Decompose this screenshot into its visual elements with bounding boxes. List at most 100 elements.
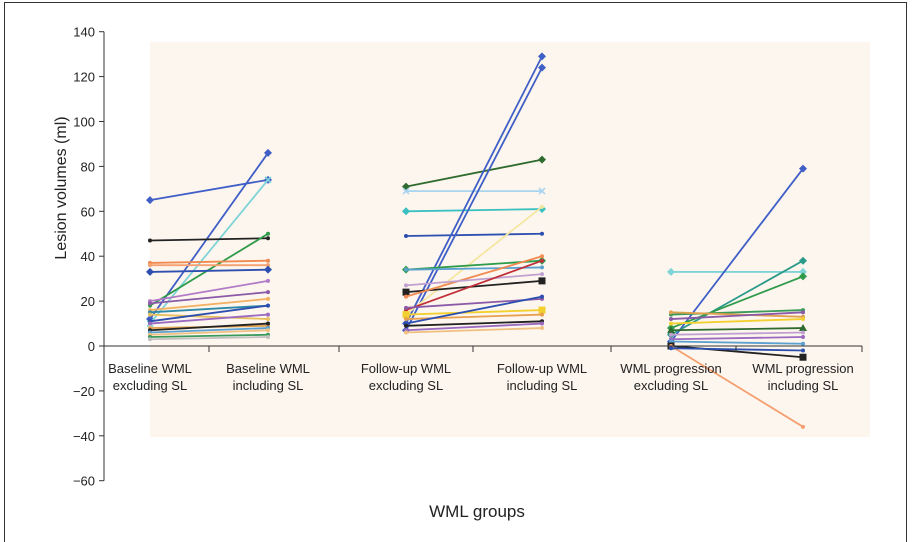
series-line-group	[148, 231, 270, 308]
data-point	[266, 303, 270, 308]
data-point	[266, 278, 270, 283]
data-point	[540, 265, 544, 270]
data-point	[538, 63, 546, 72]
data-point	[538, 205, 546, 214]
data-point	[540, 258, 544, 263]
series-line-group	[402, 306, 546, 319]
series-line	[670, 318, 804, 325]
data-point	[540, 326, 544, 331]
x-tick-label: WML progression	[620, 361, 721, 376]
data-point	[266, 290, 270, 295]
series-line	[405, 322, 543, 332]
data-point	[538, 187, 546, 195]
series-line	[670, 327, 804, 332]
series-line	[149, 232, 269, 307]
x-tick-label: excluding SL	[369, 378, 443, 393]
series-line	[405, 266, 543, 271]
series-line-group	[402, 205, 546, 216]
data-point	[669, 346, 673, 351]
series-line	[405, 158, 543, 188]
series-line	[149, 279, 269, 303]
data-point	[404, 305, 408, 310]
data-point	[538, 155, 546, 164]
data-point	[799, 324, 807, 332]
series-line-group	[669, 317, 805, 326]
data-point	[266, 328, 270, 333]
data-point	[148, 321, 152, 326]
series-line-group	[669, 339, 805, 346]
data-point	[799, 272, 807, 281]
x-tick-label: Baseline WML	[108, 361, 192, 376]
data-point	[148, 312, 152, 317]
data-point	[801, 348, 805, 353]
x-tick-label: excluding SL	[113, 378, 187, 393]
series-line	[149, 313, 269, 320]
series-line	[405, 295, 543, 325]
data-point	[801, 330, 805, 335]
series-line-group	[148, 263, 270, 268]
series-line	[405, 205, 543, 316]
data-point	[404, 294, 408, 299]
series-line	[149, 304, 269, 323]
series-line	[149, 329, 269, 336]
data-point	[266, 236, 270, 241]
data-point	[799, 267, 807, 276]
data-point	[540, 254, 544, 259]
data-point	[404, 283, 408, 288]
data-point	[669, 332, 673, 337]
data-point	[148, 238, 152, 243]
series-line	[405, 66, 543, 332]
series-line	[405, 309, 543, 316]
figure-frame	[4, 2, 907, 542]
data-point	[148, 263, 152, 268]
data-point	[799, 164, 807, 173]
series-line	[405, 273, 543, 287]
data-point	[404, 317, 408, 322]
x-tick-label: Follow-up WML	[497, 361, 587, 376]
series-line-group	[146, 148, 272, 324]
series-line	[149, 268, 269, 273]
y-tick-label: 120	[73, 70, 95, 85]
data-point	[538, 52, 546, 61]
data-point	[540, 204, 544, 209]
data-point	[799, 256, 807, 265]
y-tick-label: −60	[73, 474, 95, 489]
x-tick-label: WML progression	[752, 361, 853, 376]
series-line	[149, 313, 269, 325]
series-line-group	[148, 236, 270, 243]
data-point	[801, 341, 805, 346]
data-point	[538, 306, 546, 314]
data-point	[669, 317, 673, 322]
series-line	[149, 322, 269, 332]
series-line	[149, 178, 269, 201]
data-point	[801, 335, 805, 340]
data-point	[540, 231, 544, 236]
data-point	[264, 148, 272, 157]
x-tick-label: including SL	[768, 378, 839, 393]
series-line-group	[667, 267, 807, 276]
y-tick-label: 40	[81, 249, 95, 264]
series-line	[149, 336, 269, 341]
data-point	[266, 335, 270, 340]
series-line	[405, 255, 543, 298]
y-tick-label: 60	[81, 204, 95, 219]
data-point	[266, 321, 270, 326]
data-point	[540, 321, 544, 326]
series-line-group	[148, 312, 270, 326]
series-line	[405, 320, 543, 327]
data-point	[801, 424, 805, 429]
data-point	[404, 323, 408, 328]
data-point	[266, 312, 270, 317]
series-line	[670, 331, 804, 336]
series-line	[405, 55, 543, 325]
data-point	[266, 258, 270, 263]
data-point	[402, 207, 410, 216]
data-point	[799, 353, 807, 361]
series-line	[670, 275, 804, 329]
series-line	[405, 259, 543, 311]
data-point	[801, 310, 805, 315]
data-point	[266, 296, 270, 301]
data-point	[402, 187, 410, 195]
data-point	[402, 311, 410, 319]
x-tick-label: Follow-up WML	[361, 361, 451, 376]
